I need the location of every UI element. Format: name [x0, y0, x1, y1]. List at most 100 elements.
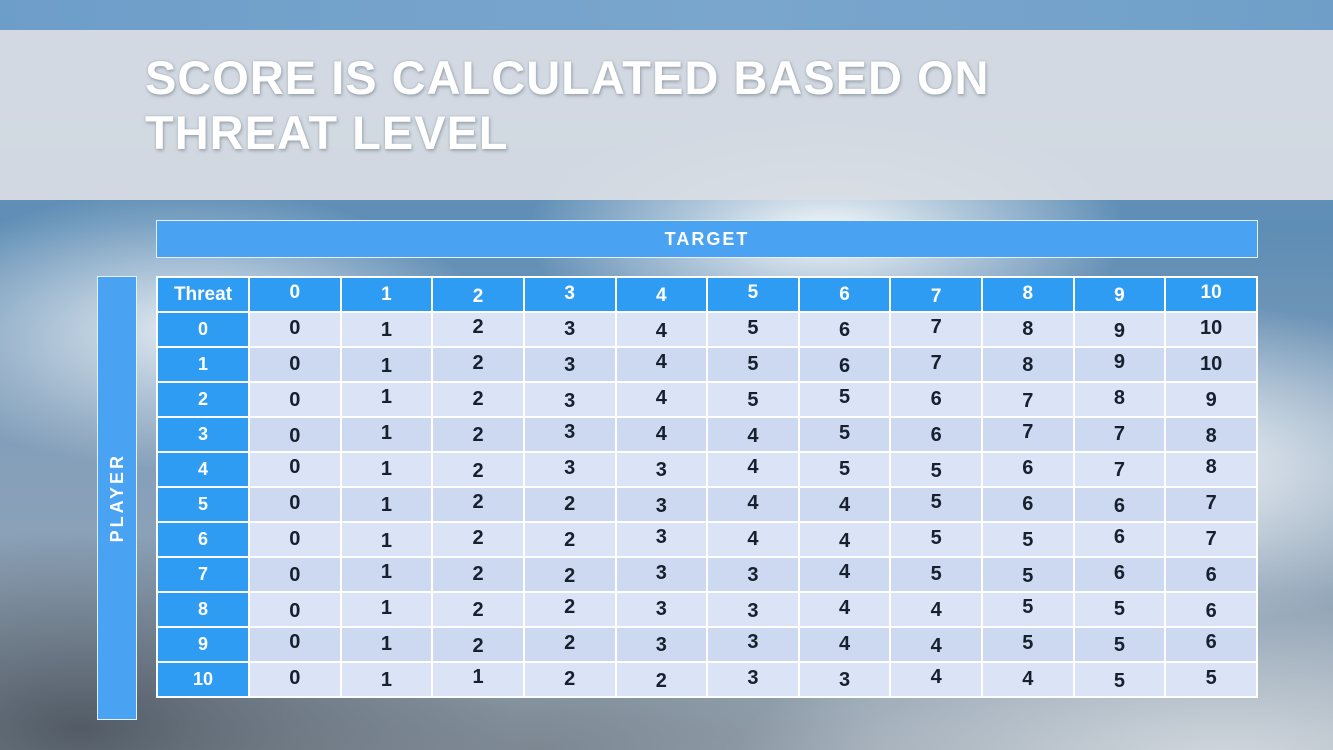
score-cell: 5 — [889, 486, 983, 523]
score-cell: 0 — [248, 311, 342, 348]
score-cell: 0 — [248, 591, 342, 628]
score-cell: 2 — [431, 451, 525, 488]
table-row: 1 0 1 2 3 4 5 6 7 8 9 10 — [156, 346, 1258, 383]
score-cell: 3 — [522, 311, 617, 348]
score-cell: 2 — [431, 486, 525, 523]
score-cell: 7 — [889, 346, 983, 383]
score-cell: 3 — [614, 591, 709, 628]
score-cell: 1 — [339, 311, 434, 348]
score-cell: 5 — [706, 311, 800, 348]
column-header: 1 — [339, 276, 434, 313]
score-cell: 4 — [614, 381, 709, 418]
row-header: 3 — [156, 416, 250, 453]
score-cell: 3 — [522, 451, 617, 488]
score-cell: 1 — [339, 416, 434, 453]
score-cell: 3 — [706, 626, 800, 663]
row-header: 5 — [156, 486, 250, 523]
score-cell: 0 — [248, 346, 342, 383]
score-cell: 4 — [706, 486, 800, 523]
score-cell: 8 — [981, 346, 1075, 383]
score-cell: 6 — [1072, 486, 1167, 523]
score-cell: 0 — [248, 556, 342, 593]
score-cell: 2 — [431, 416, 525, 453]
score-cell: 5 — [706, 346, 800, 383]
score-cell: 6 — [797, 311, 892, 348]
score-cell: 5 — [797, 381, 892, 418]
score-cell: 6 — [1072, 556, 1167, 593]
score-cell: 3 — [706, 591, 800, 628]
score-cell: 4 — [797, 626, 892, 663]
score-cell: 8 — [1072, 381, 1167, 418]
row-header: 7 — [156, 556, 250, 593]
score-cell: 5 — [981, 626, 1075, 663]
row-header: 10 — [156, 661, 250, 698]
column-header: 2 — [431, 276, 525, 313]
column-header: 9 — [1072, 276, 1167, 313]
column-header: 3 — [522, 276, 617, 313]
score-cell: 8 — [1164, 451, 1258, 488]
score-cell: 6 — [1072, 521, 1167, 558]
score-cell: 2 — [522, 556, 617, 593]
row-header: 2 — [156, 381, 250, 418]
score-cell: 1 — [339, 486, 434, 523]
score-cell: 4 — [889, 661, 983, 698]
score-cell: 4 — [706, 416, 800, 453]
score-cell: 5 — [797, 416, 892, 453]
score-cell: 1 — [339, 451, 434, 488]
score-cell: 3 — [706, 556, 800, 593]
score-cell: 3 — [614, 556, 709, 593]
score-cell: 7 — [1164, 486, 1258, 523]
score-cell: 2 — [431, 311, 525, 348]
score-cell: 2 — [431, 556, 525, 593]
score-cell: 1 — [339, 626, 434, 663]
score-cell: 0 — [248, 626, 342, 663]
score-cell: 7 — [889, 311, 983, 348]
score-cell: 9 — [1164, 381, 1258, 418]
score-cell: 10 — [1164, 311, 1258, 348]
column-header: 10 — [1164, 276, 1258, 313]
title-banner: SCORE IS CALCULATED BASED ON THREAT LEVE… — [0, 30, 1333, 200]
score-cell: 0 — [248, 416, 342, 453]
score-cell: 7 — [1072, 416, 1167, 453]
column-header: 6 — [797, 276, 892, 313]
score-cell: 4 — [797, 591, 892, 628]
score-cell: 5 — [981, 591, 1075, 628]
score-cell: 1 — [339, 591, 434, 628]
target-axis-header: TARGET — [156, 220, 1258, 258]
score-cell: 1 — [339, 346, 434, 383]
score-cell: 1 — [339, 381, 434, 418]
slide-title: SCORE IS CALCULATED BASED ON THREAT LEVE… — [145, 50, 989, 161]
row-header: 4 — [156, 451, 250, 488]
score-cell: 2 — [431, 346, 525, 383]
row-header: 8 — [156, 591, 250, 628]
score-cell: 2 — [431, 381, 525, 418]
score-cell: 3 — [614, 486, 709, 523]
score-cell: 4 — [797, 556, 892, 593]
column-header: 7 — [889, 276, 983, 313]
score-cell: 5 — [1072, 626, 1167, 663]
row-header: 0 — [156, 311, 250, 348]
table-row: 10 0 1 1 2 2 3 3 4 4 5 5 — [156, 661, 1258, 698]
score-cell: 7 — [1164, 521, 1258, 558]
score-cell: 4 — [981, 661, 1075, 698]
score-cell: 0 — [248, 661, 342, 698]
score-cell: 6 — [981, 486, 1075, 523]
title-line-2: THREAT LEVEL — [145, 106, 509, 160]
score-cell: 4 — [706, 521, 800, 558]
score-cell: 5 — [1072, 661, 1167, 698]
score-cell: 5 — [1164, 661, 1258, 698]
score-cell: 3 — [522, 346, 617, 383]
score-cell: 3 — [522, 381, 617, 418]
score-cell: 6 — [889, 416, 983, 453]
score-cell: 4 — [706, 451, 800, 488]
score-cell: 1 — [339, 661, 434, 698]
table-body: 0 0 1 2 3 4 5 6 7 8 9 10 1 0 1 2 3 4 5 6 7 8 9 10 2 0 1 2 3 4 5 5 6 7 8 9 3 0… — [156, 311, 1258, 698]
score-matrix-table: Threat 0 1 2 3 4 5 6 7 8 9 10 0 0 1 2 3 4 5 6 7 8 9 10 1 0 1 2 3 4 5 6… — [156, 276, 1258, 698]
table-row: 0 0 1 2 3 4 5 6 7 8 9 10 — [156, 311, 1258, 348]
score-cell: 4 — [797, 486, 892, 523]
score-cell: 1 — [339, 521, 434, 558]
score-cell: 2 — [522, 661, 617, 698]
